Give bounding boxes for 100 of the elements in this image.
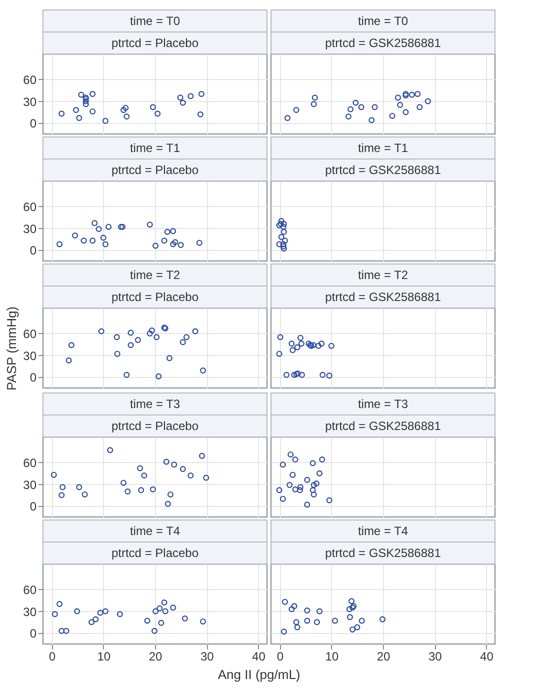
point [348, 598, 355, 604]
point [188, 93, 194, 100]
point [172, 239, 178, 246]
x-tick-label: 20 [376, 650, 390, 664]
x-tick-label: 0 [276, 650, 284, 664]
point [294, 344, 300, 350]
point [316, 470, 323, 476]
point [66, 357, 72, 364]
point [124, 372, 130, 378]
point [52, 611, 58, 618]
x-tick-label: 40 [252, 650, 266, 664]
point [352, 100, 359, 106]
point [100, 234, 106, 241]
point [297, 484, 304, 490]
point [92, 616, 99, 622]
point [290, 347, 296, 354]
point [313, 480, 320, 487]
point [414, 91, 421, 97]
point [280, 224, 286, 230]
point [304, 618, 310, 624]
point [200, 368, 206, 374]
chart-title: time = T0 [130, 14, 180, 28]
point [379, 616, 386, 622]
point [154, 110, 161, 117]
point [347, 106, 354, 112]
point [290, 472, 296, 478]
chart-title: time = T1 [358, 141, 408, 155]
point [291, 372, 298, 378]
point [188, 472, 194, 479]
point [291, 603, 298, 610]
point [63, 628, 70, 634]
point [182, 616, 188, 622]
x-tick-label: 20 [148, 650, 162, 664]
chart-title: time = T4 [130, 524, 180, 538]
point [283, 372, 290, 378]
point [293, 107, 300, 113]
point [72, 232, 78, 239]
point [282, 598, 288, 605]
point [197, 111, 204, 118]
y-tick-label: 30 [23, 478, 37, 492]
point [293, 619, 300, 626]
point [284, 115, 291, 121]
point [280, 462, 286, 468]
point [170, 241, 176, 248]
chart-title: time = T0 [358, 14, 408, 28]
chart-subtitle: ptrtcd = Placebo [111, 36, 199, 50]
point [88, 619, 95, 626]
point [80, 238, 87, 244]
point [161, 600, 168, 606]
point [146, 330, 153, 336]
point [314, 619, 320, 626]
point [416, 104, 423, 110]
point [326, 372, 332, 379]
point [389, 112, 396, 119]
y-tick-label: 60 [23, 326, 37, 341]
point [294, 624, 300, 630]
point [92, 220, 98, 226]
point [137, 465, 144, 472]
point [102, 608, 108, 614]
point [180, 100, 186, 106]
point [58, 628, 65, 634]
point [304, 608, 310, 614]
point [332, 618, 338, 624]
point [350, 626, 356, 632]
y-tick-label: 30 [23, 348, 37, 363]
point [82, 101, 89, 108]
point [278, 218, 284, 224]
point [97, 610, 104, 616]
point [288, 606, 295, 612]
point [90, 108, 96, 114]
point [162, 608, 168, 614]
point [297, 334, 304, 341]
point [152, 608, 159, 614]
point [150, 104, 156, 110]
point [408, 92, 415, 98]
point [292, 486, 298, 492]
point [106, 224, 112, 230]
point [152, 242, 159, 249]
point [60, 484, 66, 490]
point [278, 234, 284, 240]
chart-subtitle: ptrtcd = Placebo [111, 419, 199, 433]
point [282, 238, 288, 244]
point [166, 355, 172, 362]
point [58, 492, 65, 498]
point [154, 334, 160, 340]
point [180, 466, 186, 472]
point [312, 94, 318, 101]
point [298, 372, 305, 378]
y-tick-label: 0 [30, 116, 37, 131]
point [345, 114, 352, 120]
chart-title: time = T2 [358, 268, 408, 282]
point [288, 340, 295, 347]
chart-subtitle: ptrtcd = GSK2586881 [325, 546, 442, 560]
point [76, 115, 82, 121]
x-tick-label: 30 [428, 650, 442, 664]
point [156, 373, 162, 380]
point [158, 620, 164, 626]
point [310, 487, 316, 494]
point [196, 240, 202, 246]
y-tick-label: 0 [30, 500, 37, 514]
